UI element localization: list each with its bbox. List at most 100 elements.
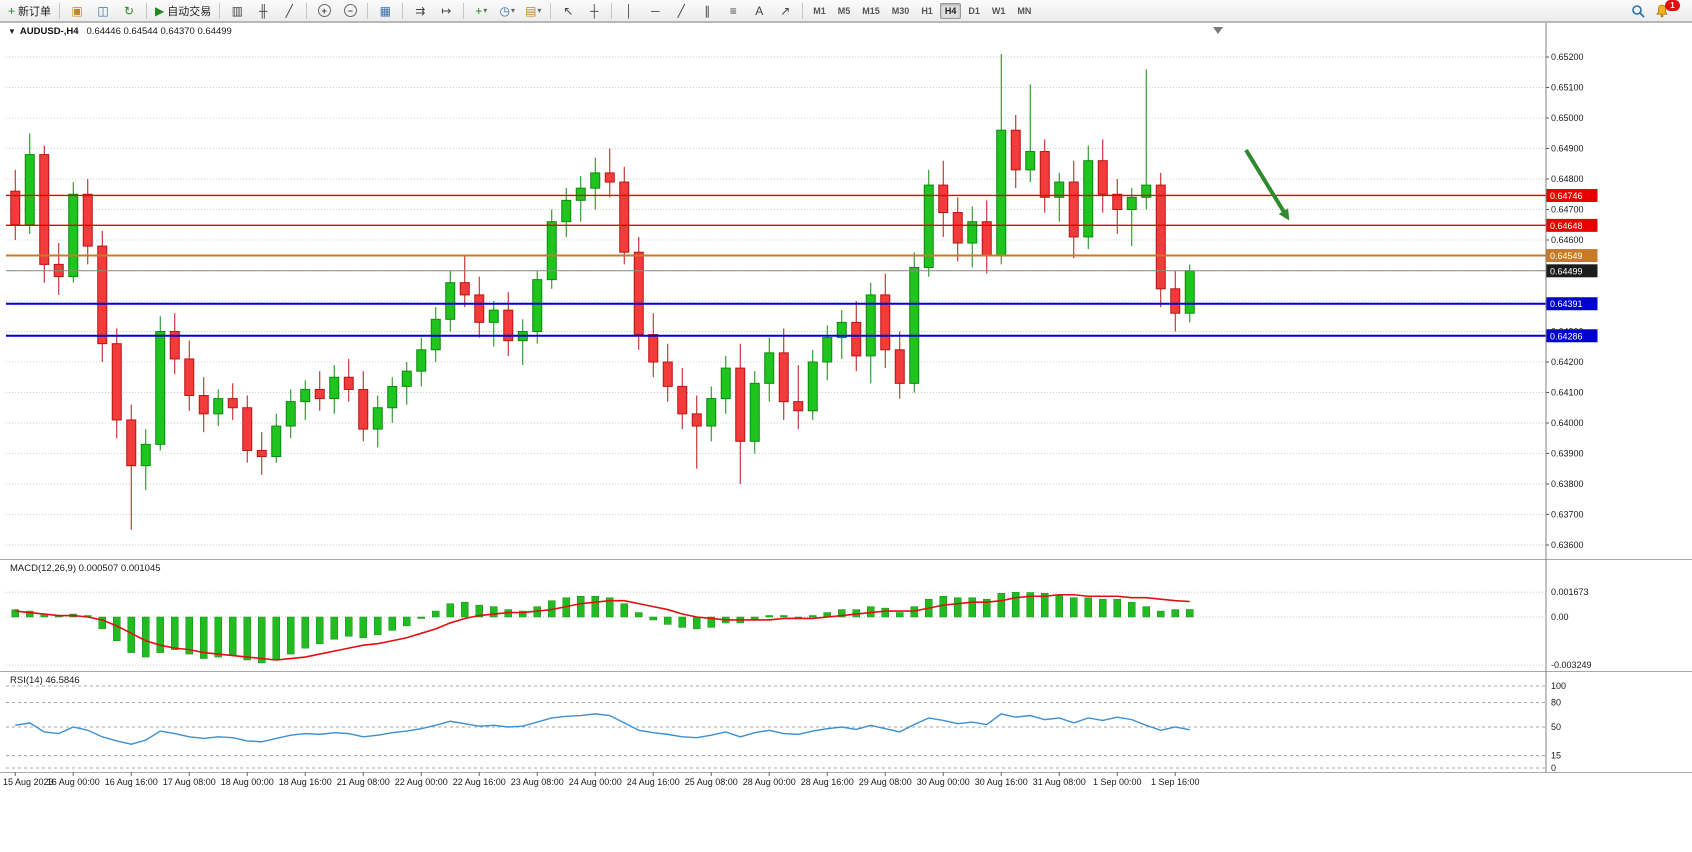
candle-body	[981, 221, 992, 256]
refresh-button[interactable]: ↻	[117, 1, 141, 21]
macd-histogram-bar	[881, 607, 889, 618]
auto-scroll-button[interactable]: ⇉	[408, 1, 432, 21]
search-icon	[1632, 4, 1645, 18]
macd-histogram-bar	[417, 616, 425, 619]
zoom-out-button[interactable]: −	[338, 1, 362, 21]
chart-area[interactable]: 0.65200 0.65100 0.65000 0.64900 0.64800 0.647…	[0, 22, 1692, 852]
time-axis-label: 30 Aug 16:00	[975, 777, 1028, 787]
timeframe-h1[interactable]: H1	[921, 5, 933, 16]
auto-trading-button[interactable]: ▶ 自动交易	[152, 1, 214, 21]
zoom-in-button[interactable]: +	[312, 1, 336, 21]
macd-histogram-bar	[1012, 591, 1020, 618]
rsi-axis-tick-label: 0	[1551, 763, 1556, 773]
bar-chart-mode-button[interactable]: ▥	[225, 1, 249, 21]
macd-histogram-bar	[316, 616, 324, 644]
timeframe-m15[interactable]: M15	[862, 5, 880, 16]
line-chart-mode-button[interactable]: ╱	[277, 1, 301, 21]
macd-histogram-bar	[185, 616, 193, 655]
profiles-button[interactable]: ◫	[91, 1, 115, 21]
candle-body	[387, 385, 398, 409]
timeframe-m30[interactable]: M30	[891, 5, 910, 16]
candle-body	[749, 382, 760, 442]
time-axis-label: 24 Aug 16:00	[627, 777, 680, 787]
time-axis-label: 22 Aug 00:00	[395, 777, 448, 787]
candle-body	[909, 266, 920, 384]
candle-body	[271, 425, 282, 458]
macd-histogram-bar	[809, 615, 817, 618]
text-tool-button[interactable]: A	[747, 1, 771, 21]
chevron-down-icon: ▾	[483, 6, 488, 15]
candle-body	[1068, 181, 1079, 238]
arrows-tool-icon: ↗	[780, 3, 791, 18]
tile-windows-button[interactable]: ▦	[373, 1, 397, 21]
new-order-icon: +	[8, 3, 16, 18]
time-axis-label: 18 Aug 16:00	[279, 777, 332, 787]
timeframe-m5[interactable]: M5	[837, 5, 851, 16]
candle-body	[285, 401, 296, 427]
templates-button[interactable]: ▤ ▾	[521, 1, 545, 21]
timeframe-d1[interactable]: D1	[968, 5, 980, 16]
annotation-arrow-head[interactable]	[1278, 208, 1290, 221]
cursor-tool-button[interactable]: ↖	[556, 1, 580, 21]
notification-count-badge: 1	[1665, 0, 1680, 11]
candle-body	[923, 184, 934, 268]
candle-body	[764, 352, 775, 384]
macd-histogram-bar	[519, 610, 527, 618]
indicators-button[interactable]: + ▾	[469, 1, 493, 21]
new-chart-button[interactable]: ▣	[65, 1, 89, 21]
chart-canvas[interactable]: 0.65200 0.65100 0.65000 0.64900 0.64800 0.647…	[0, 22, 1692, 852]
new-order-button[interactable]: + 新订单	[5, 1, 54, 21]
candle-body	[952, 212, 963, 244]
notifications-button[interactable]: 1	[1652, 0, 1687, 21]
vertical-line-icon: │	[625, 3, 634, 18]
time-axis-label: 16 Aug 16:00	[105, 777, 158, 787]
bar-chart-icon: ▥	[231, 3, 243, 18]
clock-icon: ◷	[499, 3, 510, 18]
macd-histogram-bar	[200, 616, 208, 659]
candle-body	[1141, 184, 1152, 198]
price-label-text: 0.64648	[1550, 221, 1583, 231]
timeframe-m1[interactable]: M1	[813, 5, 826, 16]
candle-body	[343, 376, 354, 390]
toolbar-separator	[611, 2, 613, 19]
candle-body	[851, 321, 862, 357]
candle-body	[532, 279, 543, 332]
toolbar-separator	[219, 2, 221, 19]
toolbar-separator	[59, 2, 61, 19]
timeframe-mn[interactable]: MN	[1017, 5, 1032, 16]
channel-tool-button[interactable]: ∥	[695, 1, 719, 21]
annotation-arrow-shaft[interactable]	[1244, 148, 1286, 214]
timeframe-w1[interactable]: W1	[991, 5, 1006, 16]
candle-body	[1054, 181, 1065, 198]
macd-histogram-bar	[171, 616, 179, 650]
toolbar-separator	[802, 2, 804, 19]
timeframe-h4[interactable]: H4	[939, 2, 962, 19]
trendline-tool-button[interactable]: ╱	[669, 1, 693, 21]
chevron-down-icon: ▾	[510, 6, 515, 15]
vertical-line-tool-button[interactable]: │	[617, 1, 641, 21]
macd-histogram-bar	[1070, 597, 1078, 618]
candlestick-mode-button[interactable]: ╫	[251, 1, 275, 21]
price-axis-tick-label: 0.65000	[1551, 113, 1584, 123]
time-axis-label: 28 Aug 16:00	[801, 777, 854, 787]
candle-body	[807, 361, 818, 412]
horizontal-line-tool-button[interactable]: ─	[643, 1, 667, 21]
macd-histogram-bar	[258, 616, 266, 664]
line-chart-icon: ╱	[285, 3, 293, 18]
crosshair-tool-button[interactable]: ┼	[582, 1, 606, 21]
search-button[interactable]	[1626, 1, 1650, 21]
candle-body	[24, 154, 35, 226]
chart-shift-button[interactable]: ↦	[434, 1, 458, 21]
macd-histogram-bar	[678, 616, 686, 628]
arrows-tool-button[interactable]: ↗	[773, 1, 797, 21]
chart-shift-marker[interactable]	[1213, 27, 1223, 34]
fibonacci-tool-button[interactable]: ≡	[721, 1, 745, 21]
time-axis-label: 1 Sep 00:00	[1093, 777, 1142, 787]
rsi-axis-tick-label: 100	[1551, 681, 1566, 691]
candle-body	[329, 376, 340, 400]
macd-histogram-bar	[780, 615, 788, 618]
periods-button[interactable]: ◷ ▾	[495, 1, 519, 21]
macd-histogram-bar	[330, 616, 338, 640]
macd-histogram-bar	[1142, 606, 1150, 618]
candle-body	[358, 388, 369, 430]
